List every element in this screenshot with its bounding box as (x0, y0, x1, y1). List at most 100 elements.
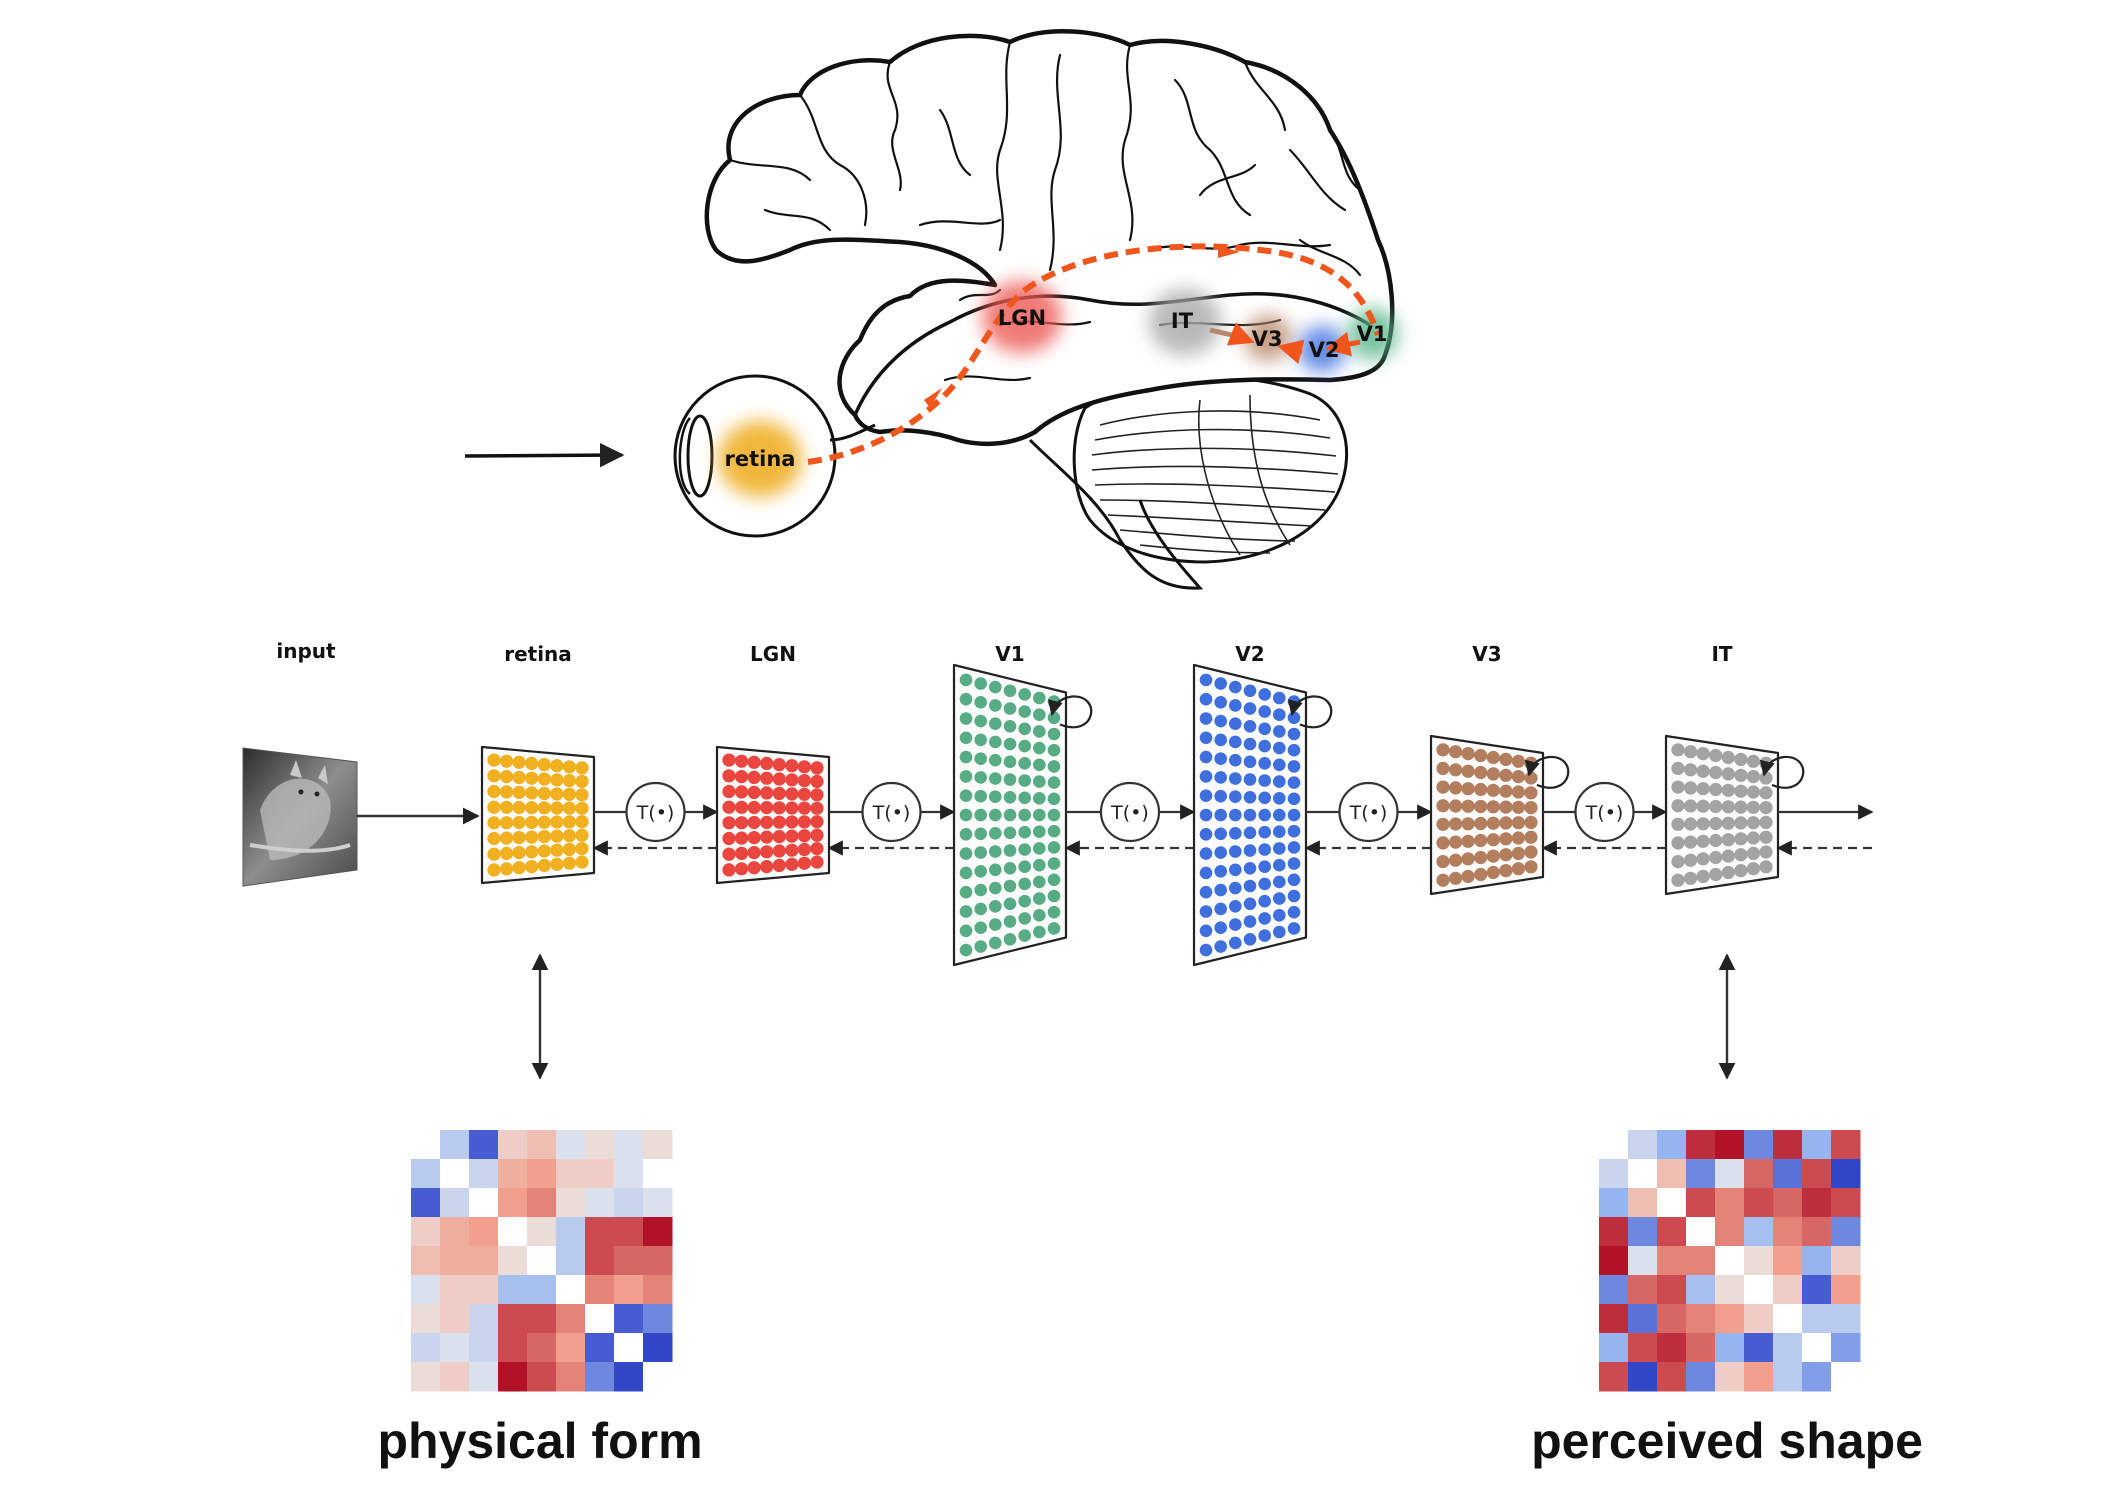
neuron-dot (1047, 743, 1061, 757)
matrix-cell (556, 1217, 586, 1247)
neuron-dot (1214, 883, 1227, 897)
matrix-cell (1657, 1188, 1687, 1218)
neuron-dot (1709, 748, 1723, 763)
neuron-dot (747, 770, 761, 785)
neuron-dot (1214, 733, 1227, 747)
recurrent-arrow-v3 (1524, 755, 1570, 789)
matrix-cell (1599, 1188, 1629, 1218)
neuron-dot (525, 860, 539, 874)
neuron-dot (1474, 867, 1488, 882)
neuron-dot (1696, 852, 1710, 866)
neuron-dot (1746, 831, 1760, 845)
neuron-dot (1524, 786, 1538, 800)
matrix-cell (1657, 1362, 1687, 1392)
stage-v1: V1 (952, 642, 1093, 967)
neuron-dot (772, 815, 786, 829)
matrix-cell (1773, 1246, 1803, 1276)
neuron-dot (1033, 691, 1046, 705)
neuron-dot (1243, 915, 1257, 928)
operator-node (861, 781, 922, 843)
matrix-cell (643, 1188, 673, 1218)
connector-it (1776, 804, 1874, 856)
matrix-cell (440, 1130, 470, 1160)
neuron-dot (1734, 848, 1748, 862)
neuron-dot (1709, 765, 1723, 780)
neuron-dot (1721, 849, 1735, 863)
neuron-dot (974, 902, 987, 916)
neuron-dot (1243, 933, 1257, 946)
neuron-dot (1018, 877, 1031, 891)
matrix-cell (498, 1246, 528, 1276)
neuron-dot (974, 865, 987, 878)
neuron-dot (1243, 684, 1257, 698)
neuron-dot (760, 860, 774, 874)
matrix-cell (469, 1246, 499, 1276)
neuron-dot (1214, 714, 1227, 728)
matrix-cell (498, 1130, 528, 1160)
neuron-dot (959, 770, 973, 783)
neuron-dot (1018, 808, 1031, 822)
neuron-dot (1671, 743, 1685, 757)
neuron-dot (562, 801, 577, 815)
neuron-dot (1734, 752, 1748, 767)
matrix-cell (1628, 1362, 1658, 1392)
neuron-dot (1199, 770, 1213, 783)
brain-label-v1: V1 (1357, 322, 1388, 346)
neuron-dot (797, 815, 812, 829)
neuron-dot (562, 760, 577, 774)
stage-label-lgn: LGN (750, 642, 796, 666)
neuron-dot (797, 801, 812, 815)
matrix-cell (1628, 1275, 1658, 1305)
matrix-cell (1599, 1217, 1629, 1247)
neuron-dot (1486, 816, 1500, 830)
neuron-dot (1511, 846, 1525, 861)
neuron-dot (1243, 808, 1257, 822)
neuron-dot (512, 815, 526, 830)
neuron-dot (1734, 832, 1748, 846)
stage-retina: retina (480, 642, 596, 885)
matrix-cell (440, 1333, 470, 1363)
matrix-cell (1599, 1275, 1629, 1305)
neuron-dot (959, 731, 973, 745)
neuron-dot (525, 801, 539, 815)
matrix-cell (1657, 1275, 1687, 1305)
neuron-dot (487, 847, 501, 861)
matrix-cell (1686, 1304, 1716, 1334)
neuron-dot (1273, 925, 1286, 939)
neuron-dot (722, 800, 736, 814)
neuron-dot (1524, 801, 1538, 815)
neuron-dot (1229, 900, 1242, 913)
neuron-dot (550, 801, 564, 815)
neuron-dot (537, 858, 551, 873)
neuron-dot (974, 940, 987, 953)
neuron-dot (1759, 801, 1773, 815)
neuron-dot (1474, 765, 1488, 780)
neuron-dot (1273, 858, 1286, 872)
operator-label: T(•) (1110, 802, 1149, 824)
neuron-dot (1486, 750, 1500, 765)
neuron-dot (974, 714, 987, 728)
brain-label-it: IT (1171, 309, 1194, 333)
neuron-dot (1258, 808, 1271, 822)
neuron-dot (959, 712, 973, 725)
stage-label-it: IT (1711, 642, 1732, 666)
neuron-dot (525, 756, 539, 771)
matrix-cell (643, 1159, 673, 1189)
neuron-dot (1047, 776, 1061, 789)
matrix-cell (1802, 1217, 1832, 1247)
neuron-dot (1243, 773, 1257, 786)
matrix-cell (1628, 1304, 1658, 1334)
matrix-cell (1715, 1159, 1745, 1189)
neuron-dot (747, 800, 761, 815)
neuron-dot (1003, 826, 1017, 840)
matrix-cell (469, 1159, 499, 1189)
matrix-cell (411, 1275, 441, 1305)
neuron-dot (1746, 862, 1760, 876)
neuron-dot (1258, 774, 1271, 787)
neuron-dot (1449, 799, 1463, 813)
matrix-cell (469, 1362, 499, 1392)
neuron-dot (1033, 909, 1046, 922)
neuron-dot (1243, 791, 1257, 804)
neuron-dot (1671, 761, 1685, 776)
neuron-dot (772, 758, 786, 772)
